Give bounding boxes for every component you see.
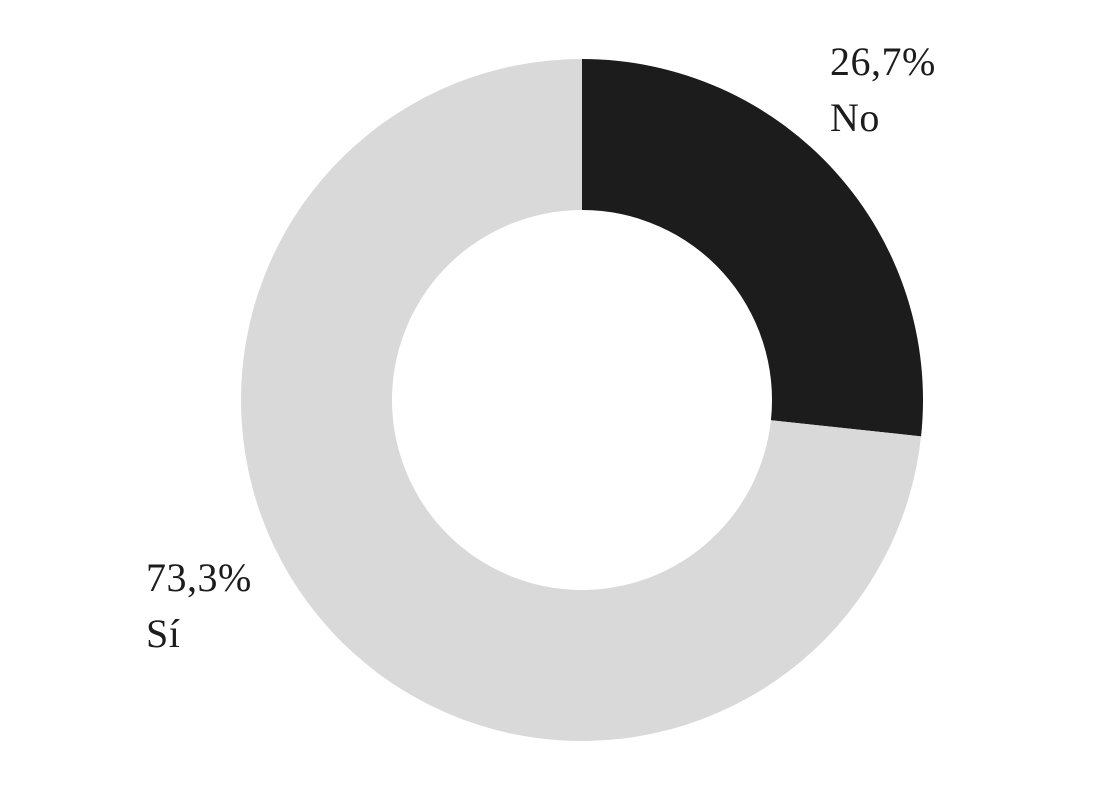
slice-name-si: Sí	[146, 611, 181, 656]
slice-percent-no: 26,7%	[830, 39, 936, 84]
slice-label-si: 73,3% Sí	[146, 550, 252, 662]
slice-name-no: No	[830, 95, 880, 140]
pie-slice-no	[582, 59, 924, 437]
slice-label-no: 26,7% No	[830, 34, 936, 146]
slice-percent-si: 73,3%	[146, 555, 252, 600]
pie-slice-si	[241, 59, 922, 742]
